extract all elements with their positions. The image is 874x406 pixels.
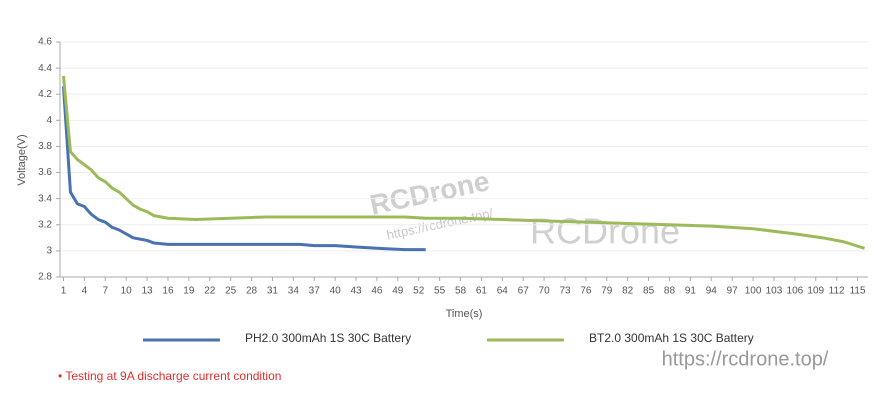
x-tick-label: 16	[162, 286, 174, 297]
y-tick-label: 3.6	[38, 167, 52, 178]
x-tick-label: 25	[225, 286, 237, 297]
x-tick-label: 88	[664, 286, 676, 297]
x-tick-label: 91	[685, 286, 697, 297]
x-tick-label: 115	[850, 286, 866, 297]
x-tick-label: 1	[61, 286, 67, 297]
x-tick-label: 22	[204, 286, 216, 297]
y-axis-label: Voltage(V)	[16, 134, 28, 185]
x-tick-label: 103	[766, 286, 783, 297]
y-tick-label: 3	[46, 246, 52, 257]
y-tick-label: 4	[46, 115, 52, 126]
x-tick-label: 52	[413, 286, 425, 297]
x-tick-label: 73	[559, 286, 571, 297]
legend-label: BT2.0 300mAh 1S 30C Battery	[589, 331, 754, 345]
x-tick-label: 79	[601, 286, 613, 297]
y-tick-label: 3.4	[38, 193, 52, 204]
x-tick-label: 58	[455, 286, 467, 297]
x-tick-label: 106	[787, 286, 804, 297]
x-tick-label: 67	[518, 286, 530, 297]
x-tick-label: 46	[371, 286, 383, 297]
x-tick-label: 13	[142, 286, 154, 297]
x-tick-label: 7	[102, 286, 108, 297]
y-tick-label: 4.6	[38, 37, 52, 48]
y-tick-label: 4.2	[38, 89, 52, 100]
x-tick-label: 28	[246, 286, 258, 297]
x-tick-label: 76	[580, 286, 592, 297]
x-tick-label: 31	[267, 286, 279, 297]
x-tick-label: 49	[392, 286, 404, 297]
x-tick-label: 40	[330, 286, 342, 297]
x-tick-label: 94	[706, 286, 718, 297]
y-tick-label: 4.4	[38, 63, 52, 74]
series-line	[61, 86, 426, 252]
x-tick-label: 43	[350, 286, 362, 297]
x-tick-label: 61	[476, 286, 488, 297]
x-tick-label: 37	[309, 286, 321, 297]
footnote: • Testing at 9A discharge current condit…	[58, 369, 281, 383]
x-tick-label: 82	[622, 286, 634, 297]
legend-label: PH2.0 300mAh 1S 30C Battery	[245, 331, 411, 345]
y-tick-label: 3.8	[38, 141, 52, 152]
y-tick-label: 2.8	[38, 272, 52, 283]
x-tick-label: 100	[745, 286, 762, 297]
x-tick-label: 70	[539, 286, 551, 297]
x-tick-label: 19	[183, 286, 195, 297]
x-tick-label: 4	[82, 286, 88, 297]
x-tick-label: 97	[727, 286, 739, 297]
x-tick-label: 55	[434, 286, 446, 297]
watermark: RCDrone	[530, 211, 680, 252]
x-tick-label: 112	[829, 286, 845, 297]
watermark: https://rcdrone.top/	[662, 348, 829, 370]
x-tick-label: 34	[288, 286, 300, 297]
x-tick-label: 109	[807, 286, 824, 297]
x-tick-label: 64	[497, 286, 509, 297]
x-tick-label: 10	[121, 286, 133, 297]
y-tick-label: 3.2	[38, 219, 52, 230]
x-tick-label: 85	[643, 286, 655, 297]
x-axis-label: Time(s)	[446, 308, 483, 320]
series-line	[61, 75, 865, 250]
